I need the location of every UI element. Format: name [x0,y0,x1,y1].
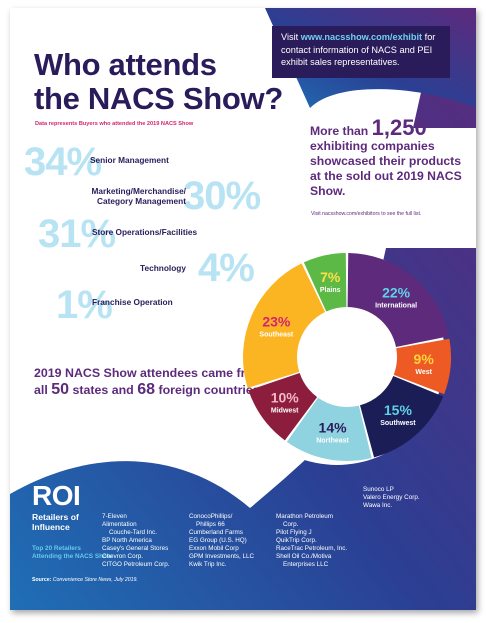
donut-slice-midwest [248,373,318,441]
visit-exhibit-callout: Visit www.nacsshow.com/exhibit for conta… [272,26,450,78]
retailer-name: Chevron Corp. [102,553,143,560]
stat-franchise-label: Franchise Operation [92,297,173,307]
roi-logo: ROI [32,480,81,511]
infographic-page: Visit www.nacsshow.com/exhibit for conta… [10,8,476,610]
states-mid: states and [69,382,138,397]
states-count: 50 [51,380,70,398]
donut-label-northeast: Northeast [316,438,349,445]
retailer-name: CITGO Petroleum Corp. [102,561,170,568]
donut-pct-midwest: 10% [271,389,300,405]
roi-subtitle: Retailers of Influence [32,512,79,532]
stat-senior-pct: 34% [24,140,102,184]
retailer-name: Cumberland Farms [189,529,243,536]
exhibitors-stat: More than 1,250 exhibiting companies sho… [310,117,470,199]
donut-pct-southeast: 23% [262,313,291,329]
retailer-column-1: 7-Eleven Alimentation Couche-Tard Inc. B… [102,513,170,569]
visit-prefix: Visit [281,32,301,42]
retailer-name: Marathon Petroleum [276,513,334,520]
retailer-name: Kwik Trip Inc. [189,561,227,568]
donut-slice-plains [303,253,347,312]
exhibit-url-link[interactable]: www.nacsshow.com/exhibit [300,32,423,42]
title-line-2: the NACS Show? [34,81,283,116]
donut-slice-international [347,253,449,348]
stat-storeops-pct: 31% [38,212,116,256]
region-donut-chart: 22% International 9% West 15% Southwest 14% Nor… [243,253,451,461]
retailer-name: Alimentation [102,521,137,528]
retailer-name: QuikTrip Corp. [276,537,317,544]
retailer-name: Wawa Inc. [363,502,393,509]
retailer-name: Shell Oil Co./Motiva [276,553,332,560]
exhibitors-count: 1,250 [371,115,427,140]
donut-label-southeast: Southeast [259,331,294,338]
stat-technology-label: Technology [140,263,186,273]
states-pre: 2019 NACS Show attendees came from all [34,366,264,397]
visit-rest: for contact information of NACS and PEI … [281,32,436,67]
states-stat: 2019 NACS Show attendees came from all 5… [34,366,264,398]
roi-top-retailers-label: Top 20 Retailers Attending the NACS Show [32,545,112,560]
retailer-name: Couche-Tard Inc. [109,529,157,536]
retailer-name: EG Group (U.S. HQ) [189,537,247,544]
exhibitors-pre: More than [310,124,372,138]
retailer-name: GPM Investments, LLC [189,553,255,560]
donut-slice-southwest [360,375,444,458]
retailer-column-2: ConocoPhillips/ Phillips 66 Cumberland F… [189,513,254,569]
upper-white-cover-edge [250,8,476,448]
retailer-name: RaceTrac Petroleum, Inc. [276,545,348,552]
retailer-name: Phillips 66 [196,521,225,528]
countries-count: 68 [137,380,155,398]
donut-pct-southwest: 15% [384,402,413,418]
data-note: Data represents Buyers who attended the … [35,121,194,127]
source-text: Convenience Store News, July 2019. [52,577,138,583]
retailer-name: Corp. [283,521,299,528]
retailer-column-3: Marathon Petroleum Corp. Pilot Flying J … [276,513,347,569]
donut-slice-southeast [243,263,326,388]
source-label: Source: [32,577,52,583]
exhibitors-text: exhibiting companies showcased their pro… [310,139,462,198]
donut-pct-international: 22% [382,285,411,301]
donut-pct-plains: 7% [320,269,341,285]
page-title: Who attends the NACS Show? [34,48,324,116]
exhibitors-note: Visit nacsshow.com/exhibitors to see the… [311,211,422,217]
retailer-name: Exxon Mobil Corp [189,545,239,552]
retailer-name: Enterprises LLC [283,561,329,568]
donut-slice-northeast [286,397,372,461]
donut-label-plains: Plains [320,287,341,294]
source-note: Source: Convenience Store News, July 201… [32,577,138,583]
donut-slice-west [393,338,451,395]
donut-label-west: West [415,369,432,376]
donut-label-midwest: Midwest [271,407,299,414]
donut-label-international: International [375,303,417,310]
retailer-name: 7-Eleven [102,513,127,520]
stat-marketing-pct: 30% [183,174,261,218]
stat-senior-label: Senior Management [90,155,169,165]
retailer-name: Sunoco LP [363,486,394,493]
stat-storeops-label: Store Operations/Facilities [92,227,198,237]
retailer-name: ConocoPhillips/ [189,513,233,520]
retailer-name: Valero Energy Corp. [363,494,420,501]
retailer-column-4: Sunoco LP Valero Energy Corp. Wawa Inc. [363,486,420,510]
stat-franchise-pct: 1% [56,283,113,327]
retailer-name: Pilot Flying J [276,529,312,536]
donut-pct-northeast: 14% [319,420,348,436]
stat-marketing-label: Marketing/Merchandise/ Category Manageme… [91,186,186,206]
donut-label-southwest: Southwest [380,420,416,427]
donut-pct-west: 9% [414,351,435,367]
stat-technology-pct: 4% [198,246,255,290]
states-post: foreign countries. [155,382,264,397]
retailer-name: BP North America [102,537,152,544]
retailer-name: Casey's General Stores [102,545,169,552]
title-line-1: Who attends [34,47,217,82]
